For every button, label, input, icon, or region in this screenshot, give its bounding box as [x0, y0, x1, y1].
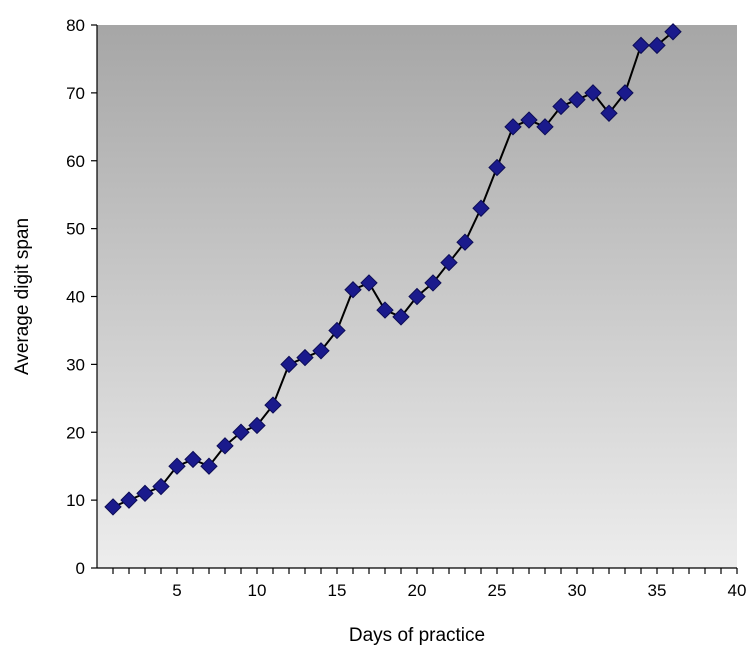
x-tick-label: 15: [328, 581, 347, 600]
series-markers: [104, 23, 682, 516]
x-tick-label: 20: [408, 581, 427, 600]
x-tick-label: 40: [728, 581, 747, 600]
data-point-marker: [264, 396, 282, 414]
data-point-marker: [360, 274, 378, 292]
y-tick-label: 60: [66, 152, 85, 171]
data-point-marker: [280, 355, 298, 374]
x-axis-ticks: 5 10 15 20 25 30 35 40: [112, 568, 747, 600]
data-point-marker: [552, 97, 570, 116]
x-tick-label: 10: [248, 581, 267, 600]
data-point-marker: [392, 308, 410, 326]
x-tick-label: 30: [568, 581, 587, 600]
data-point-marker: [488, 158, 506, 177]
y-axis-ticks: 0 10 20 30 40 50 60 70 80: [66, 16, 97, 578]
data-point-marker: [232, 423, 250, 441]
data-point-marker: [632, 36, 650, 55]
y-tick-label: 10: [66, 491, 85, 510]
data-point-marker: [168, 457, 186, 475]
data-point-marker: [184, 450, 202, 469]
y-tick-label: 30: [66, 355, 85, 374]
y-tick-label: 40: [66, 288, 85, 307]
data-point-marker: [296, 348, 314, 367]
data-point-marker: [584, 84, 602, 102]
data-point-marker: [616, 84, 634, 102]
data-point-marker: [472, 199, 490, 217]
x-tick-label: 5: [172, 581, 181, 600]
data-point-marker: [376, 301, 394, 319]
data-point-marker: [248, 416, 266, 435]
data-point-marker: [152, 477, 170, 496]
data-point-marker: [136, 484, 154, 503]
data-point-marker: [664, 23, 682, 41]
data-point-marker: [408, 287, 426, 306]
data-point-marker: [312, 342, 330, 360]
data-point-marker: [536, 118, 554, 136]
data-point-marker: [440, 253, 458, 272]
data-point-marker: [344, 281, 362, 299]
x-axis-title: Days of practice: [349, 625, 485, 646]
data-point-marker: [568, 90, 586, 109]
data-point-marker: [104, 498, 122, 516]
data-point-marker: [200, 457, 218, 475]
data-point-marker: [120, 491, 138, 509]
data-point-marker: [520, 111, 538, 129]
data-point-marker: [328, 321, 346, 340]
data-point-marker: [648, 36, 666, 55]
y-tick-label: 50: [66, 220, 85, 239]
y-tick-label: 0: [76, 559, 85, 578]
y-tick-label: 70: [66, 84, 85, 103]
x-tick-label: 35: [648, 581, 667, 600]
data-point-marker: [456, 233, 474, 251]
y-axis-title: Average digit span: [12, 218, 33, 375]
data-point-marker: [600, 104, 618, 122]
data-point-marker: [216, 437, 234, 455]
x-tick-label: 25: [488, 581, 507, 600]
y-tick-label: 80: [66, 16, 85, 35]
data-point-marker: [504, 118, 522, 136]
data-point-marker: [424, 274, 442, 292]
y-tick-label: 20: [66, 423, 85, 442]
